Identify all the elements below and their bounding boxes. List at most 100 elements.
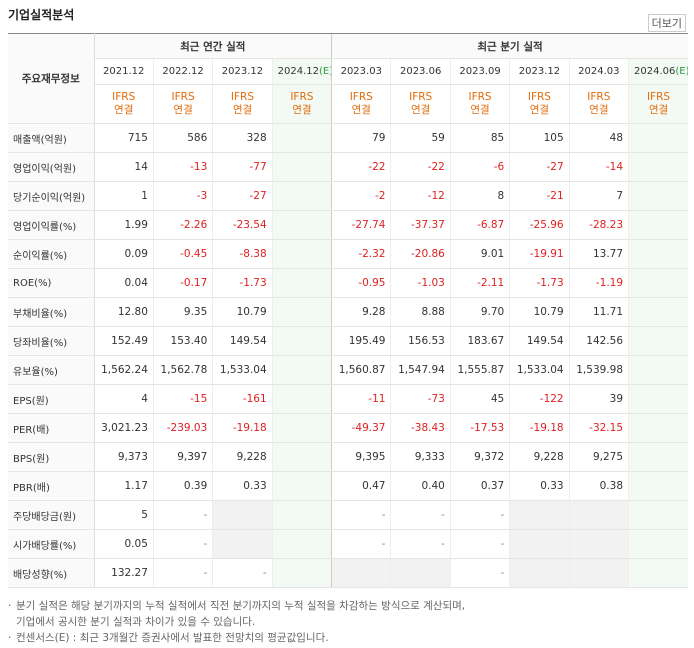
row-label: 배당성향(%) (8, 558, 95, 588)
value-cell: 0.37 (449, 471, 510, 501)
value-cell: - (152, 529, 213, 559)
row-label: BPS(원) (8, 442, 95, 472)
value: -32.15 (589, 422, 624, 434)
period-header: 2023.12 (509, 58, 570, 85)
data-row: PBR(배) 1.17 0.39 0.33 0.47 0.40 0.37 0.33 0.38 (8, 471, 688, 501)
period-header: 2023.06 (390, 58, 451, 85)
value-cell (271, 239, 332, 269)
value-cell: -23.54 (212, 210, 273, 240)
value: 9,372 (474, 451, 505, 463)
value-cell: 59 (390, 123, 451, 153)
more-link[interactable]: 더보기 (647, 14, 686, 32)
value-cell (628, 152, 688, 182)
value-cell: -1.73 (212, 268, 273, 298)
value-cell: 3,021.23 (93, 413, 154, 443)
note: · 컨센서스(E) : 최근 3개월간 증권사에서 발표한 전망치의 평균값입니다… (8, 630, 465, 646)
value-cell (509, 529, 570, 559)
value: -22 (368, 161, 386, 173)
value-cell: 149.54 (509, 326, 570, 356)
value-cell: 183.67 (449, 326, 510, 356)
value: 183.67 (467, 335, 505, 347)
value-cell: 1,562.78 (152, 355, 213, 385)
note-text: 기업에서 공시한 분기 실적과 차이가 있을 수 있습니다. (16, 616, 256, 628)
period: 2023.12 (221, 66, 264, 77)
value-cell: -32.15 (568, 413, 629, 443)
data-row: PER(배) 3,021.23 -239.03 -19.18 -49.37 -38.43 -… (8, 413, 688, 443)
basis-header: IFRS 연결 (628, 84, 688, 124)
basis-header: IFRS 연결 (331, 84, 391, 124)
value-cell: 79 (331, 123, 391, 153)
value: 149.54 (526, 335, 564, 347)
period-header: 2021.12 (93, 58, 154, 85)
value-cell: -0.95 (331, 268, 391, 298)
value-cell: 142.56 (568, 326, 629, 356)
value: 11.71 (592, 306, 624, 318)
value: 105 (543, 132, 564, 144)
value: 195.49 (348, 335, 386, 347)
row-label: ROE(%) (8, 268, 95, 298)
value: -25.96 (529, 219, 564, 231)
value-cell (628, 384, 688, 414)
row-label: 영업이익률(%) (8, 210, 95, 240)
value-cell: -2.26 (152, 210, 213, 240)
value-cell (271, 384, 332, 414)
value-cell (509, 500, 570, 530)
value: 0.40 (421, 480, 445, 492)
value-cell: 14 (93, 152, 154, 182)
value-cell: - (331, 500, 391, 530)
value: 328 (246, 132, 267, 144)
value: -11 (368, 393, 386, 405)
value-cell: -77 (212, 152, 273, 182)
value: -37.37 (410, 219, 445, 231)
value-cell: -1.03 (390, 268, 451, 298)
value: -13 (190, 161, 208, 173)
value-cell: 0.38 (568, 471, 629, 501)
basis: IFRS (171, 91, 195, 103)
notes: · 분기 실적은 해당 분기까지의 누적 실적에서 직전 분기까지의 누적 실적을… (8, 598, 465, 646)
value: 1,547.94 (398, 364, 445, 376)
basis-row: IFRS 연결 IFRS 연결 IFRS 연결 IFRS 연결 IFRS 연결 IFRS 연결 IFRS… (8, 84, 688, 124)
value-cell: 10.79 (212, 297, 273, 327)
value: 8 (497, 190, 505, 202)
row-label: 순이익률(%) (8, 239, 95, 269)
value: -27 (249, 190, 267, 202)
value-cell: - (390, 500, 451, 530)
value: 156.53 (408, 335, 445, 347)
value: 0.33 (243, 480, 267, 492)
value-cell: -239.03 (152, 413, 213, 443)
value-cell (390, 558, 451, 588)
basis: IFRS (112, 91, 136, 103)
group-row: 주요재무정보 최근 연간 실적 최근 분기 실적 (8, 33, 688, 124)
value: 1,562.24 (101, 364, 148, 376)
value-cell: 1,560.87 (331, 355, 391, 385)
value-cell: -8.38 (212, 239, 273, 269)
value: -122 (539, 393, 564, 405)
value-cell (271, 268, 332, 298)
value-cell (271, 152, 332, 182)
value-cell (628, 123, 688, 153)
value-cell: -20.86 (390, 239, 451, 269)
value-cell: -14 (568, 152, 629, 182)
value-cell: -22 (331, 152, 391, 182)
note: 기업에서 공시한 분기 실적과 차이가 있을 수 있습니다. (8, 614, 465, 630)
value: -17.53 (470, 422, 505, 434)
value-cell: 0.47 (331, 471, 391, 501)
value: 85 (490, 132, 505, 144)
value-cell: 0.33 (509, 471, 570, 501)
value-cell: 45 (449, 384, 510, 414)
value-cell: 153.40 (152, 326, 213, 356)
value-cell: -38.43 (390, 413, 451, 443)
value-cell: 149.54 (212, 326, 273, 356)
basis: IFRS (527, 91, 551, 103)
value: -77 (249, 161, 267, 173)
value-cell (271, 181, 332, 211)
value-cell: -2 (331, 181, 391, 211)
value-cell (271, 413, 332, 443)
value: -28.23 (589, 219, 624, 231)
value: - (381, 509, 386, 521)
value-cell: 9,275 (568, 442, 629, 472)
value-cell: 9.01 (449, 239, 510, 269)
period-header: 2024.06(E) (628, 58, 688, 85)
value: 1.99 (124, 219, 148, 231)
value: 12.80 (117, 306, 148, 318)
